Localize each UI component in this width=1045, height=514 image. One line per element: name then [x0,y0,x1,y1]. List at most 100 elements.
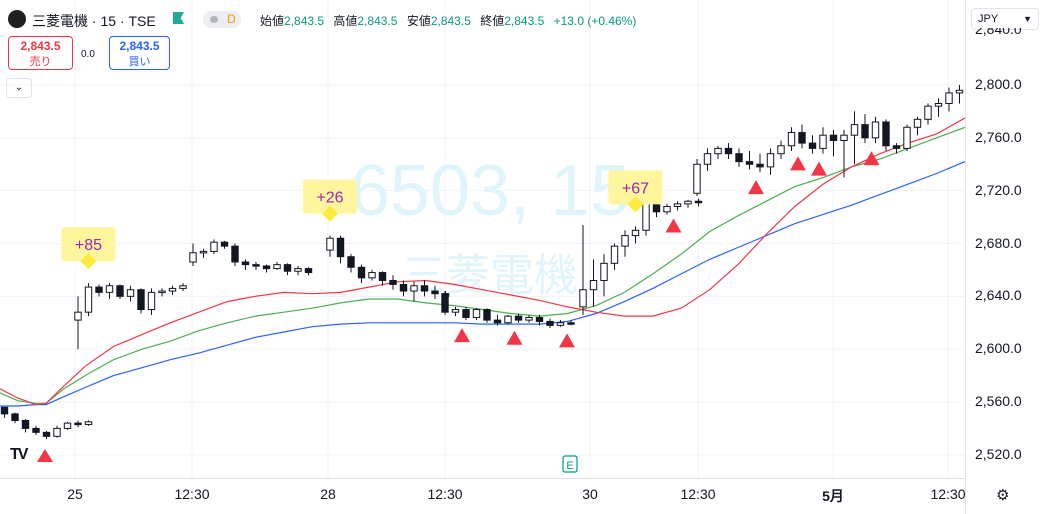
candle-body [0,406,9,415]
candle-body [724,147,733,155]
price-axis[interactable]: JPY ▼ 2,840.0 2,520.0 2,560.0 2,600.0 2,640… [965,0,1045,514]
candle-body [389,279,397,285]
candle-body [368,272,376,279]
sell-signal-triangle [665,218,682,233]
sell-signal-triangle [37,449,53,462]
sell-signal-triangle [559,333,575,348]
candle-body [210,241,218,252]
candle-body [11,413,19,421]
candle-body [504,315,512,324]
time-axis-label: 12:30 [930,486,966,502]
earnings-event-label: E [566,460,573,472]
candle-body [903,126,911,149]
candle-body [252,264,260,267]
chevron-down-icon: ⌄ [14,82,24,93]
candle-body [882,121,890,147]
symbol-title[interactable]: 三菱電機 · 15 · TSE [32,13,156,29]
tradingview-logo-icon[interactable]: TV [10,446,29,463]
candle-body [798,132,806,144]
ohlc-values: 始値2,843.5 高値2,843.5 安値2,843.5 終値2,843.5 … [260,12,642,29]
candle-body [126,289,135,297]
candle-body [189,252,197,263]
candle-body [610,245,619,264]
sell-signal-triangle [811,161,827,176]
candle-body [871,121,880,139]
open-value: 2,843.5 [284,14,325,28]
company-logo-icon [8,10,26,28]
candle-body [231,245,239,263]
candle-body [525,316,533,321]
candle-body [567,322,575,325]
close-value: 2,843.5 [504,14,545,28]
candle-body [451,309,460,313]
candle-body [819,134,827,149]
candle-body [283,264,292,272]
currency-select[interactable]: JPY ▼ [971,8,1039,30]
candle-body [74,311,82,321]
time-axis-label: 12:30 [174,486,210,502]
time-axis-label: 30 [582,486,598,502]
candle-body [116,285,124,297]
watermark-name: 三菱電機 [402,251,578,300]
low-label: 安値 [406,14,431,28]
candle-body [621,235,629,247]
candle-body [32,427,40,433]
buy-label: 買い [128,56,151,68]
candle-body [535,316,544,322]
marker-diamond [80,253,97,270]
candle-body [42,431,51,437]
sell-button[interactable]: 2,843.5 売り [8,36,73,70]
earnings-event-icon [562,455,578,473]
spread-value: 0.0 [81,49,95,60]
buy-price: 2,843.5 [119,39,160,53]
candle-body [934,102,943,107]
candle-body [441,293,449,313]
candle-body [913,118,922,128]
marker-label-box [608,170,663,205]
marker-label: +26 [316,190,343,207]
candle-body [294,268,302,272]
candle-body [63,422,72,429]
candle-body [420,285,429,292]
candle-body [808,142,817,149]
candle-body [579,289,587,308]
candle-body [179,285,187,289]
candle-body [756,163,764,168]
marker-label-box [61,227,116,262]
candle-body [21,419,30,429]
open-label: 始値 [260,14,285,28]
candle-body [777,145,785,155]
sell-signal-triangle [790,156,806,171]
candle-body [589,279,598,291]
candle-body [556,322,565,326]
candle-body [262,265,271,270]
price-axis-label: 2,720.0 [975,181,1022,198]
candle-body [357,266,366,279]
sell-price: 2,843.5 [20,39,61,53]
moving-average-slow-line [0,161,965,407]
collapse-legend-button[interactable]: ⌄ [6,78,32,98]
data-status-pill[interactable]: D [203,11,241,28]
candle-body [137,289,145,311]
candle-body [861,124,869,139]
candle-body [84,421,93,425]
price-axis-label: 2,800.0 [975,76,1022,92]
price-chart[interactable]: 6503, 15 三菱電機 +85 +26 +67 E [0,0,965,478]
candle-body [703,153,712,165]
candle-body [735,153,743,163]
market-open-flag-icon [173,12,184,24]
time-axis-label: 25 [67,486,83,502]
time-axis-label: 12:30 [680,486,716,502]
candle-body [431,290,439,295]
candle-body [483,309,491,321]
buy-button[interactable]: 2,843.5 買い [109,36,170,70]
candle-body [158,290,166,294]
price-axis-label: 2,600.0 [975,340,1022,357]
candle-body [787,132,796,147]
settings-gear-icon[interactable]: ⚙ [996,487,1010,504]
price-label-top: 2,840.0 [966,28,1045,36]
time-axis[interactable]: 25 12:30 28 12:30 30 12:30 5月 12:30 [0,478,966,514]
candle-body [347,256,355,268]
candle-body [714,147,722,155]
currency-label: JPY [978,13,999,25]
